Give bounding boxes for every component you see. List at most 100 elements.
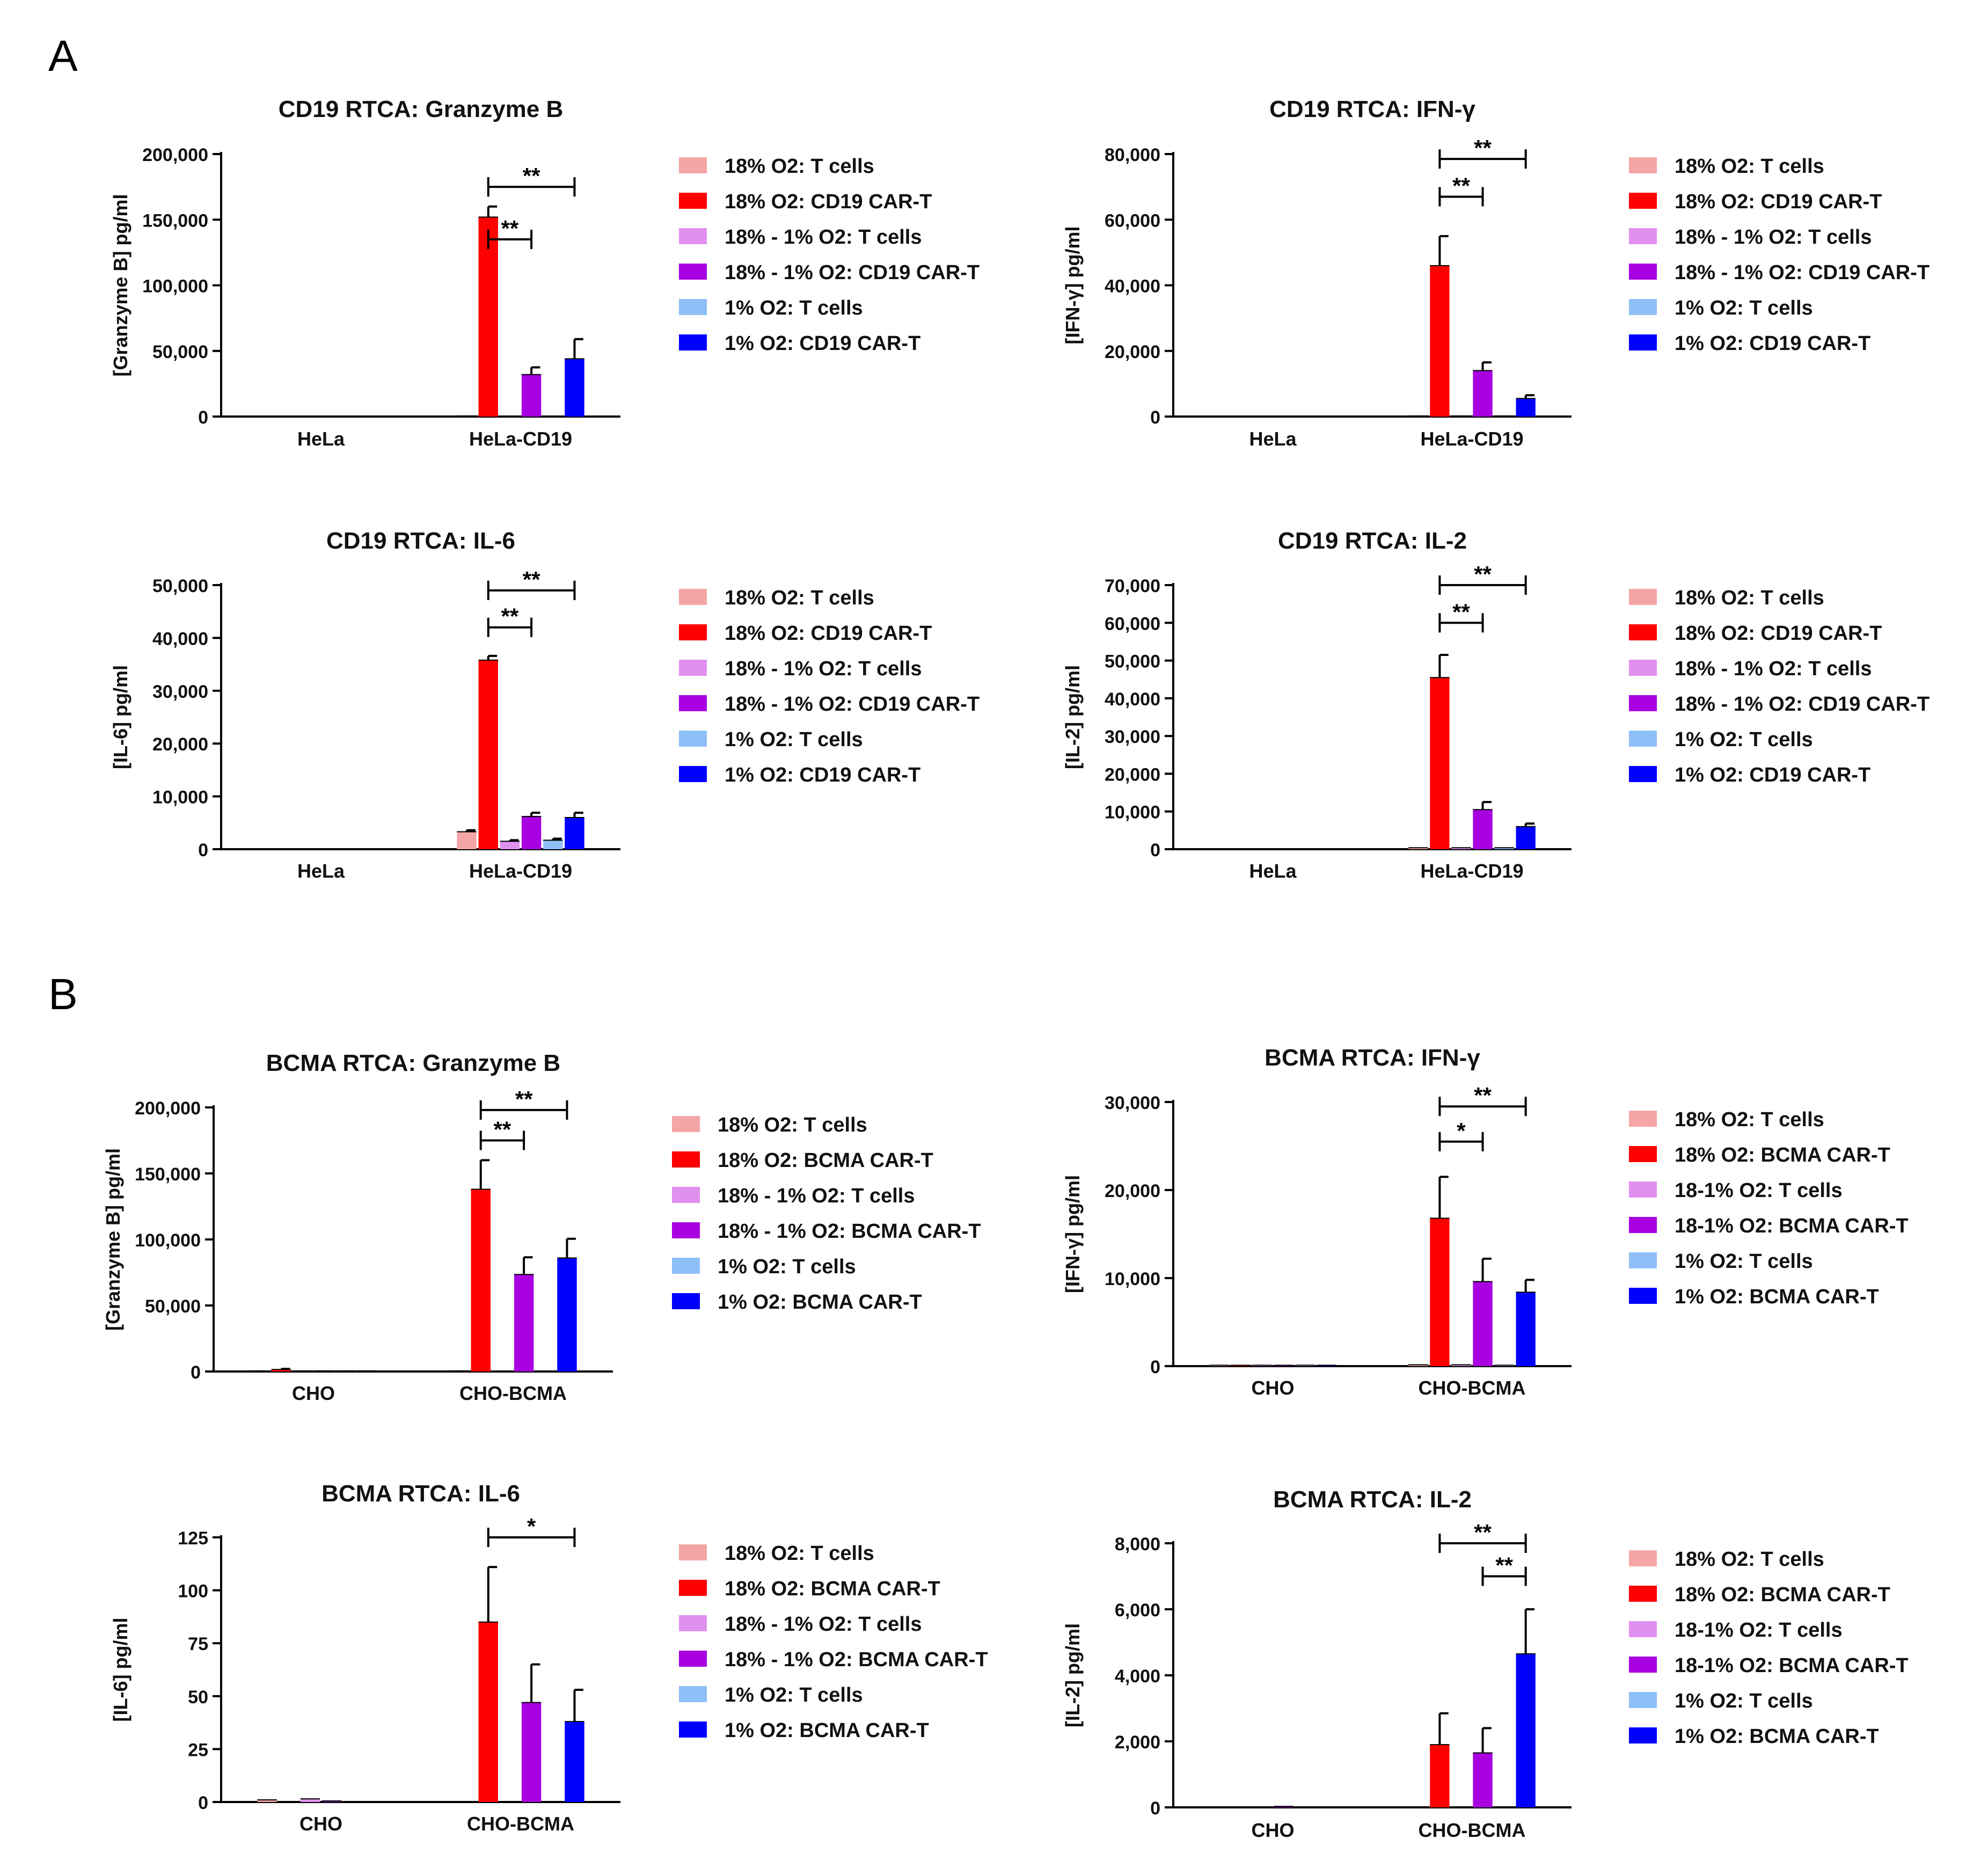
y-tick-label: 40,000 xyxy=(1105,689,1160,710)
bar xyxy=(1516,826,1536,849)
legend-label: 1% O2: T cells xyxy=(725,1684,863,1706)
significance-label: ** xyxy=(501,216,519,241)
legend-swatch xyxy=(679,228,707,244)
chart-title: CD19 RTCA: Granzyme B xyxy=(279,96,564,122)
y-tick-label: 0 xyxy=(191,1362,201,1383)
y-axis-label: [IL-6] pg/ml xyxy=(109,1618,131,1722)
legend-swatch xyxy=(1629,1692,1657,1708)
legend: 18% O2: T cells 18% O2: CD19 CAR-T 18% - 1… xyxy=(1629,155,1929,355)
y-tick-label: 60,000 xyxy=(1105,210,1160,231)
y-axis-label: [IFN-γ] pg/ml xyxy=(1062,227,1084,345)
legend-label: 1% O2: T cells xyxy=(725,728,863,751)
legend-swatch xyxy=(1629,334,1657,351)
significance-bracket: ** xyxy=(1438,1083,1527,1117)
bar xyxy=(543,840,563,849)
category-label: CHO xyxy=(292,1382,335,1404)
chart-title: CD19 RTCA: IL-2 xyxy=(1278,528,1467,554)
legend-label: 18% - 1% O2: CD19 CAR-T xyxy=(725,693,980,716)
y-tick-label: 20,000 xyxy=(1105,1181,1160,1201)
legend-swatch xyxy=(1629,1146,1657,1162)
y-tick-label: 0 xyxy=(1150,1798,1160,1819)
legend-label: 1% O2: CD19 CAR-T xyxy=(1675,332,1870,355)
legend-label: 18% - 1% O2: T cells xyxy=(1675,658,1872,680)
legend-swatch xyxy=(672,1151,700,1168)
chart-1: CD19 RTCA: Granzyme B 0 50,000 100,000 150,0… xyxy=(109,96,980,450)
legend-label: 18% O2: T cells xyxy=(718,1114,867,1136)
legend-swatch xyxy=(1629,660,1657,676)
legend-label: 18% - 1% O2: BCMA CAR-T xyxy=(718,1220,981,1243)
bar xyxy=(565,359,584,417)
chart-8: BCMA RTCA: IL-2 0 2,000 4,000 6,000 8,000 [IL-… xyxy=(1062,1486,1909,1841)
legend-label: 18-1% O2: BCMA CAR-T xyxy=(1675,1654,1909,1677)
legend-swatch xyxy=(1629,228,1657,244)
legend-label: 18% - 1% O2: BCMA CAR-T xyxy=(725,1648,988,1671)
y-tick-label: 100,000 xyxy=(142,276,208,297)
chart-2: CD19 RTCA: IFN-γ 0 20,000 40,000 60,000 80,00… xyxy=(1062,96,1929,450)
y-tick-label: 6,000 xyxy=(1115,1600,1160,1621)
significance-label: ** xyxy=(1474,1520,1492,1545)
bar xyxy=(1430,1218,1450,1366)
y-tick-label: 50,000 xyxy=(1105,652,1160,672)
chart-5: BCMA RTCA: Granzyme B 0 50,000 100,000 150,0… xyxy=(102,1050,981,1404)
category-label: HeLa xyxy=(297,860,345,882)
legend-swatch xyxy=(1629,1550,1657,1566)
y-tick-label: 150,000 xyxy=(135,1164,201,1185)
y-tick-label: 8,000 xyxy=(1115,1534,1160,1555)
legend-label: 1% O2: T cells xyxy=(718,1256,856,1278)
bar xyxy=(1473,370,1493,417)
significance-bracket: ** xyxy=(487,604,533,637)
y-tick-label: 100,000 xyxy=(135,1230,201,1251)
legend-label: 18% - 1% O2: T cells xyxy=(718,1185,915,1207)
legend-swatch xyxy=(672,1293,700,1309)
legend-label: 1% O2: T cells xyxy=(1675,728,1813,751)
category-label: CHO-BCMA xyxy=(1419,1377,1526,1399)
legend-swatch xyxy=(1629,193,1657,209)
y-tick-label: 125 xyxy=(178,1528,208,1549)
legend: 18% O2: T cells 18% O2: CD19 CAR-T 18% - 1… xyxy=(679,587,980,786)
legend-swatch xyxy=(679,1721,707,1738)
legend-swatch xyxy=(1629,1727,1657,1743)
legend: 18% O2: T cells 18% O2: CD19 CAR-T 18% - 1… xyxy=(1629,587,1929,786)
legend-label: 18% O2: T cells xyxy=(725,587,874,609)
y-tick-label: 25 xyxy=(188,1740,208,1760)
bar xyxy=(1473,1281,1493,1366)
legend-swatch xyxy=(679,624,707,640)
legend-swatch xyxy=(672,1116,700,1132)
legend-swatch xyxy=(1629,1657,1657,1673)
significance-bracket: ** xyxy=(479,1117,525,1150)
legend-label: 1% O2: T cells xyxy=(725,297,863,319)
legend-label: 18-1% O2: BCMA CAR-T xyxy=(1675,1215,1909,1237)
legend-label: 18% O2: BCMA CAR-T xyxy=(725,1578,940,1600)
legend-swatch xyxy=(679,1651,707,1667)
y-tick-label: 50,000 xyxy=(145,1296,201,1317)
category-label: HeLa-CD19 xyxy=(1420,428,1523,450)
legend-label: 18% O2: T cells xyxy=(1675,1548,1824,1571)
chart-title: BCMA RTCA: IL-2 xyxy=(1273,1486,1472,1513)
significance-bracket: ** xyxy=(1438,173,1484,207)
chart-title: BCMA RTCA: IL-6 xyxy=(321,1480,520,1507)
bar xyxy=(1473,1753,1493,1807)
legend-swatch xyxy=(1629,1217,1657,1233)
y-tick-label: 0 xyxy=(198,407,208,428)
category-label: CHO-BCMA xyxy=(467,1813,574,1835)
significance-label: ** xyxy=(494,1117,511,1142)
y-tick-label: 50,000 xyxy=(152,576,208,596)
legend-label: 18% O2: BCMA CAR-T xyxy=(718,1149,933,1172)
legend: 18% O2: T cells 18% O2: BCMA CAR-T 18-1% O… xyxy=(1629,1548,1909,1748)
legend-swatch xyxy=(679,1615,707,1631)
significance-bracket: ** xyxy=(1438,561,1527,595)
legend-swatch xyxy=(1629,1181,1657,1198)
significance-bracket: ** xyxy=(487,216,533,249)
legend-label: 18% - 1% O2: T cells xyxy=(1675,226,1872,249)
legend-label: 18% - 1% O2: CD19 CAR-T xyxy=(725,261,980,284)
legend-label: 18% O2: CD19 CAR-T xyxy=(725,191,932,213)
bar xyxy=(557,1258,577,1371)
bar xyxy=(521,1702,542,1802)
category-label: CHO xyxy=(299,1813,342,1835)
legend-label: 1% O2: CD19 CAR-T xyxy=(725,332,920,355)
y-tick-label: 0 xyxy=(1150,840,1160,860)
y-axis-label: [Granzyme B] pg/ml xyxy=(102,1148,124,1331)
bar xyxy=(521,374,542,417)
chart-title: BCMA RTCA: IFN-γ xyxy=(1265,1045,1480,1071)
legend: 18% O2: T cells 18% O2: CD19 CAR-T 18% - 1… xyxy=(679,155,980,355)
